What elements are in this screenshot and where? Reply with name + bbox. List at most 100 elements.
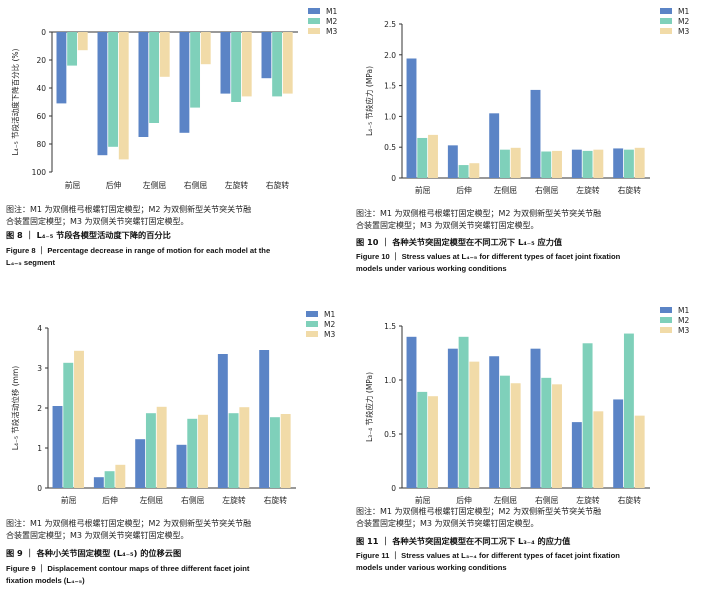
fig9-bar-m2 — [145, 413, 156, 488]
fig8-bar-m2 — [231, 32, 242, 102]
fig10-x-tick-label: 前屈 — [415, 185, 431, 195]
fig11-legend-swatch-m2 — [660, 317, 672, 323]
fig9-x-tick-label: 左旋转 — [222, 495, 246, 505]
fig11-bar-m3 — [428, 396, 438, 488]
fig8-bar-m2 — [272, 32, 283, 97]
figure-9-title-en-line-1: Figure 9 ｜ Displacement contour maps of … — [6, 564, 250, 573]
fig9-x-tick-label: 右侧屈 — [181, 495, 205, 505]
fig8-bar-m3 — [159, 32, 170, 77]
fig11-x-tick-label: 后伸 — [456, 495, 472, 505]
fig10-x-tick-label: 右旋转 — [618, 185, 642, 195]
fig10-bar-m2 — [541, 151, 552, 178]
figure-11-title-cn: 图 11 ｜ 各种关节突固定模型在不同工况下 L₃₋₄ 的应力值 — [356, 536, 571, 546]
fig11-bar-m2 — [541, 377, 552, 488]
fig9-legend-swatch-m1 — [306, 311, 318, 317]
fig10-bar-m2 — [623, 149, 634, 178]
figure-8-note-line-2: 合装置固定模型；M3 为双侧关节突螺钉固定模型。 — [6, 217, 189, 226]
fig10-y-tick-label: 1.0 — [384, 112, 396, 121]
fig9-bar-m1 — [52, 406, 63, 488]
figure-9-note-line-1: 图注：M1 为双侧椎弓根螺钉固定模型；M2 为双侧新型关节突关节融 — [6, 519, 252, 528]
fig11-legend-label-m1: M1 — [678, 306, 689, 315]
fig10-x-tick-label: 左侧屈 — [494, 185, 518, 195]
fig10-legend-swatch-m2 — [660, 18, 672, 24]
fig10-bar-m1 — [447, 145, 458, 178]
fig11-legend-label-m2: M2 — [678, 316, 689, 325]
figure-11-chart: 0 0.5 1.0 1.5 L₃₋₄ 节段应力 (MPa) 前屈 后伸 左侧屈 右侧屈 左旋转 右旋… — [364, 306, 689, 505]
fig11-legend-label-m3: M3 — [678, 326, 689, 335]
fig8-bar-m1 — [261, 32, 272, 79]
fig10-bar-m3 — [552, 150, 562, 178]
fig10-bar-m2 — [458, 165, 469, 178]
fig9-bar-m2 — [269, 417, 280, 488]
figure-10-note-line-2: 合装置固定模型；M3 为双侧关节突螺钉固定模型。 — [356, 221, 539, 230]
fig11-bar-m1 — [447, 348, 458, 488]
fig10-y-tick-label: 2.5 — [384, 20, 396, 29]
fig11-bar-m1 — [530, 348, 541, 488]
fig11-y-tick-label: 0.5 — [384, 430, 396, 439]
figure-9-title-en-line-2: fixation models (L₄₋₅) — [6, 576, 85, 585]
fig8-legend-swatch-m1 — [308, 8, 320, 14]
fig8-bar-m1 — [138, 32, 149, 137]
figure-8-note-line-1: 图注：M1 为双侧椎弓根螺钉固定模型；M2 为双侧新型关节突关节融 — [6, 205, 252, 214]
fig9-legend-swatch-m3 — [306, 331, 318, 337]
fig8-bar-m3 — [200, 32, 211, 65]
fig8-x-tick-label: 左侧屈 — [143, 180, 167, 190]
fig10-bar-m2 — [499, 149, 510, 178]
figure-10-title-en-line-2: models under various working conditions — [356, 264, 507, 273]
fig11-bar-m1 — [571, 422, 582, 488]
fig10-bar-m1 — [613, 148, 624, 178]
fig9-bar-m2 — [228, 413, 239, 488]
fig9-legend-swatch-m2 — [306, 321, 318, 327]
fig10-legend-label-m1: M1 — [678, 7, 689, 16]
figure-11-title-en-line-1: Figure 11 ｜ Stress values at L₃₋₄ for di… — [356, 551, 620, 560]
fig8-bar-m2 — [149, 32, 160, 123]
fig8-legend-label-m1: M1 — [326, 7, 337, 16]
fig11-bar-m1 — [489, 356, 500, 488]
fig8-y-tick-label: 20 — [36, 56, 46, 65]
fig10-bar-m1 — [489, 113, 500, 178]
figure-11-title-en-line-2: models under various working conditions — [356, 563, 507, 572]
fig10-bar-m2 — [417, 137, 428, 178]
figure-9-panel: 0 1 2 3 4 L₄₋₅ 节段活动位移 (mm) 前屈 后伸 左侧屈 右侧屈 左旋转 右旋转 M1 M… — [0, 300, 350, 515]
fig8-bar-m3 — [282, 32, 293, 94]
figure-8-panel: 0 20 40 60 80 100 L₄₋₅ 节段活动度下降百分比 (%) 前屈 后伸 左侧屈 右侧… — [0, 0, 350, 200]
fig11-y-tick-label: 0 — [391, 484, 396, 493]
fig11-bar-m2 — [499, 375, 510, 488]
fig11-bar-m3 — [552, 384, 562, 488]
fig8-y-tick-label: 80 — [36, 140, 46, 149]
fig11-bar-m3 — [510, 383, 521, 488]
figure-9-title-cn: 图 9 ｜ 各种小关节固定模型 (L₄₋₅) 的位移云图 — [6, 548, 182, 558]
fig10-legend-label-m3: M3 — [678, 27, 689, 36]
fig9-x-tick-label: 右旋转 — [264, 495, 288, 505]
fig9-bar-m1 — [217, 354, 228, 488]
fig10-legend-swatch-m1 — [660, 8, 672, 14]
fig10-y-tick-label: 2.0 — [384, 51, 396, 60]
fig9-x-tick-label: 左侧屈 — [140, 495, 164, 505]
figure-10-panel: 0 0.5 1.0 1.5 2.0 2.5 L₄₋₅ 节段应力 (MPa) 前屈 后伸 左侧屈 右侧… — [354, 0, 707, 200]
fig10-x-tick-label: 右侧屈 — [535, 185, 559, 195]
fig10-bar-m3 — [593, 149, 604, 178]
fig10-bar-m3 — [634, 147, 645, 178]
fig9-bar-m2 — [104, 471, 115, 488]
fig9-legend-label-m3: M3 — [324, 330, 335, 339]
figure-8-chart: 0 20 40 60 80 100 L₄₋₅ 节段活动度下降百分比 (%) 前屈 后伸 左侧屈 右侧… — [10, 7, 337, 190]
fig10-legend-swatch-m3 — [660, 28, 672, 34]
fig9-bar-m1 — [93, 477, 104, 488]
fig10-bar-m1 — [571, 149, 582, 178]
fig9-bar-m1 — [259, 350, 270, 488]
fig9-y-tick-label: 1 — [37, 444, 42, 453]
fig10-y-tick-label: 0 — [391, 174, 396, 183]
fig9-y-tick-label: 0 — [37, 484, 42, 493]
fig9-legend-label-m2: M2 — [324, 320, 335, 329]
fig8-x-tick-label: 右侧屈 — [184, 180, 208, 190]
fig8-y-tick-label: 100 — [32, 168, 47, 177]
figure-11-panel: 0 0.5 1.0 1.5 L₃₋₄ 节段应力 (MPa) 前屈 后伸 左侧屈 右侧屈 左旋转 右旋… — [354, 300, 707, 507]
fig9-bar-m3 — [198, 414, 208, 488]
fig8-y-tick-label: 40 — [36, 84, 46, 93]
fig10-bar-m1 — [530, 89, 541, 178]
fig10-x-tick-label: 左旋转 — [576, 185, 600, 195]
fig8-bar-m1 — [179, 32, 190, 133]
fig9-bar-m3 — [115, 464, 126, 488]
figure-10-chart: 0 0.5 1.0 1.5 2.0 2.5 L₄₋₅ 节段应力 (MPa) 前屈 后伸 左侧屈 右侧… — [364, 7, 689, 195]
